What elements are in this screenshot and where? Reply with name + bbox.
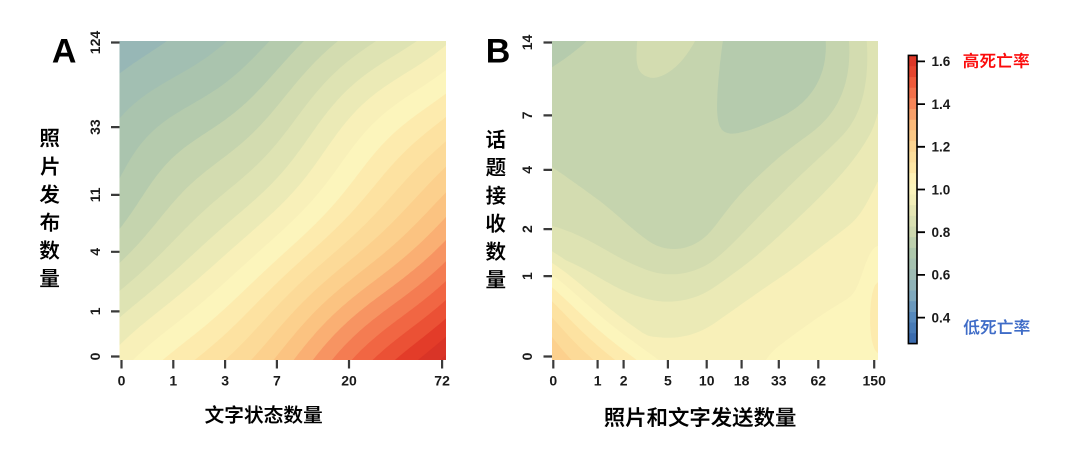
svg-text:0: 0 <box>519 352 535 360</box>
svg-text:1: 1 <box>519 272 535 280</box>
svg-text:150: 150 <box>863 373 887 389</box>
svg-text:33: 33 <box>87 119 103 135</box>
svg-text:20: 20 <box>341 373 357 389</box>
svg-text:11: 11 <box>87 187 103 202</box>
svg-text:0: 0 <box>87 352 103 360</box>
svg-text:7: 7 <box>519 111 535 119</box>
svg-text:1.4: 1.4 <box>932 97 951 112</box>
svg-text:2: 2 <box>519 225 535 233</box>
svg-text:1: 1 <box>594 373 602 389</box>
svg-text:5: 5 <box>664 373 672 389</box>
svg-text:18: 18 <box>734 373 750 389</box>
svg-text:1: 1 <box>87 307 103 315</box>
svg-text:3: 3 <box>221 373 229 389</box>
svg-text:4: 4 <box>87 248 103 256</box>
svg-text:10: 10 <box>699 373 715 389</box>
svg-text:1.2: 1.2 <box>932 140 951 155</box>
svg-text:62: 62 <box>811 373 827 389</box>
svg-text:7: 7 <box>273 373 281 389</box>
svg-text:0: 0 <box>118 373 126 389</box>
svg-text:2: 2 <box>620 373 628 389</box>
svg-text:4: 4 <box>519 166 535 174</box>
svg-text:1.6: 1.6 <box>932 54 951 69</box>
svg-text:124: 124 <box>87 31 103 55</box>
svg-text:14: 14 <box>519 35 535 51</box>
svg-text:1.0: 1.0 <box>932 182 951 197</box>
svg-text:0: 0 <box>549 373 557 389</box>
svg-text:0.8: 0.8 <box>932 225 951 240</box>
svg-text:0.6: 0.6 <box>932 268 951 283</box>
svg-text:A: A <box>52 32 77 70</box>
svg-text:33: 33 <box>771 373 787 389</box>
svg-text:B: B <box>486 33 511 71</box>
svg-text:0.4: 0.4 <box>932 310 951 325</box>
svg-text:72: 72 <box>434 373 450 389</box>
svg-text:1: 1 <box>169 373 177 389</box>
